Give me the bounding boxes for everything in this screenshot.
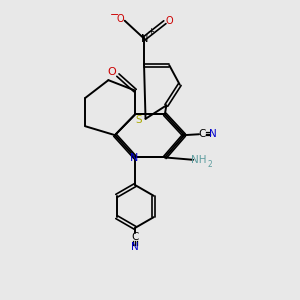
Text: N: N bbox=[130, 153, 138, 163]
Text: N: N bbox=[131, 242, 139, 253]
Text: C: C bbox=[131, 232, 139, 242]
Text: O: O bbox=[166, 16, 173, 26]
Text: S: S bbox=[136, 115, 142, 125]
Text: O: O bbox=[116, 14, 124, 24]
Text: N: N bbox=[209, 129, 217, 139]
Text: 2: 2 bbox=[208, 160, 212, 169]
Text: NH: NH bbox=[191, 155, 207, 165]
Text: O: O bbox=[107, 67, 116, 76]
Text: +: + bbox=[147, 27, 154, 36]
Text: C: C bbox=[198, 129, 206, 139]
Text: N: N bbox=[141, 34, 148, 44]
Text: −: − bbox=[110, 10, 119, 20]
